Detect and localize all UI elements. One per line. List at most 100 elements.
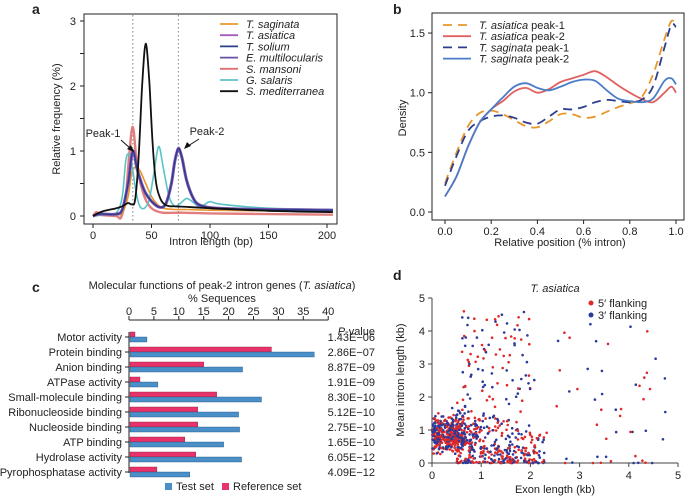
point-3-flanking [528, 387, 532, 391]
point-3-flanking [440, 415, 444, 418]
point-5-flanking [483, 348, 487, 352]
point-5-flanking [532, 449, 535, 452]
point-3-flanking [504, 457, 508, 460]
point-5-flanking [506, 423, 510, 427]
point-5-flanking [501, 366, 505, 370]
point-5-flanking [466, 417, 470, 420]
point-5-flanking [508, 459, 512, 463]
bar-reference-set [129, 436, 185, 443]
point-3-flanking [451, 420, 455, 423]
point-5-flanking [501, 451, 505, 455]
point-3-flanking [586, 367, 589, 371]
point-3-flanking [471, 434, 475, 437]
point-5-flanking [501, 457, 504, 460]
point-3-flanking [568, 390, 571, 393]
point-5-flanking [472, 457, 475, 460]
point-5-flanking [509, 335, 513, 338]
point-5-flanking [475, 460, 478, 464]
x-tick-label: 10 [173, 306, 185, 318]
point-3-flanking [526, 453, 529, 457]
point-5-flanking [453, 446, 456, 450]
panel-b-legend: T. asiatica peak-1T. asiatica peak-2T. s… [443, 20, 569, 66]
x-tick-label: 5 [151, 306, 157, 318]
point-3-flanking [466, 393, 470, 396]
point-3-flanking [474, 422, 477, 426]
point-5-flanking [646, 330, 649, 333]
point-3-flanking [438, 424, 442, 427]
bar-reference-set [129, 331, 136, 338]
point-5-flanking [437, 412, 440, 415]
point-5-flanking [478, 460, 481, 464]
point-5-flanking [515, 461, 519, 464]
point-5-flanking [523, 447, 526, 450]
legend-item-t-saginata-peak-1: T. saginata peak-1 [443, 42, 569, 54]
point-3-flanking [505, 322, 509, 325]
bar-test-set [129, 426, 240, 433]
point-5-flanking [502, 354, 506, 358]
point-3-flanking [465, 438, 469, 442]
x-tick-label: 1 [478, 470, 484, 482]
point-5-flanking [541, 460, 544, 464]
legend-label: 5′ flanking [598, 298, 647, 310]
point-5-flanking [440, 441, 444, 445]
point-5-flanking [459, 433, 462, 437]
point-5-flanking [473, 329, 476, 333]
point-3-flanking [571, 461, 574, 464]
point-3-flanking [435, 452, 439, 455]
p-value: 8.30E−10 [328, 392, 375, 404]
point-5-flanking [468, 424, 471, 428]
point-3-flanking [650, 461, 654, 465]
point-5-flanking [460, 350, 464, 354]
panel-d-title: T. asiatica [530, 283, 579, 295]
point-5-flanking [535, 451, 539, 455]
bar-group-atp-binding: ATP binding 1.65E−10 [63, 436, 375, 449]
series-line-t-solium [92, 147, 333, 217]
panel-a-line-chart: 0 1 2 3 0 50 100 150 200 Peak-1 Peak-2 T. sagina… [51, 13, 338, 248]
point-5-flanking [488, 395, 491, 398]
point-3-flanking [490, 372, 494, 375]
point-3-flanking [520, 433, 523, 436]
p-value: 5.12E−10 [328, 407, 375, 419]
point-5-flanking [493, 425, 497, 428]
legend-label: T. solium [246, 41, 290, 53]
point-3-flanking [506, 434, 510, 438]
point-3-flanking [499, 453, 502, 456]
point-5-flanking [495, 323, 499, 327]
point-3-flanking [500, 313, 504, 317]
point-3-flanking [556, 339, 560, 343]
point-3-flanking [466, 316, 470, 320]
y-tick-label: 4 [419, 326, 425, 338]
point-3-flanking [502, 461, 506, 465]
point-3-flanking [450, 437, 454, 440]
x-tick-label: 0.4 [530, 226, 545, 238]
point-3-flanking [528, 453, 531, 457]
point-3-flanking [457, 445, 460, 449]
point-3-flanking [538, 450, 541, 453]
point-5-flanking [462, 310, 466, 313]
point-3-flanking [510, 426, 514, 430]
y-tick-label: 0 [419, 458, 425, 470]
point-3-flanking [565, 457, 568, 461]
point-3-flanking [495, 438, 498, 442]
point-3-flanking [495, 447, 499, 450]
point-5-flanking [478, 439, 481, 443]
legend-label: T. saginata peak-1 [479, 42, 569, 54]
point-5-flanking [447, 433, 450, 437]
point-3-flanking [469, 438, 473, 442]
point-3-flanking [509, 440, 512, 444]
legend-item-g-salaris: G. salaris [220, 75, 293, 87]
series-line-t-saginata-peak-2 [444, 77, 677, 197]
bar-reference-set [129, 391, 217, 398]
point-3-flanking [522, 459, 526, 463]
p-value: 2.75E−10 [328, 422, 375, 434]
legend-item-t-asiatica-peak-2: T. asiatica peak-2 [443, 31, 565, 43]
point-5-flanking [520, 436, 524, 440]
point-3-flanking [614, 430, 618, 434]
series-line-s-mediterranea [92, 42, 333, 217]
point-5-flanking [437, 422, 441, 425]
point-3-flanking [458, 411, 462, 415]
point-3-flanking [533, 378, 536, 382]
point-3-flanking [483, 457, 487, 460]
point-5-flanking [472, 428, 476, 431]
